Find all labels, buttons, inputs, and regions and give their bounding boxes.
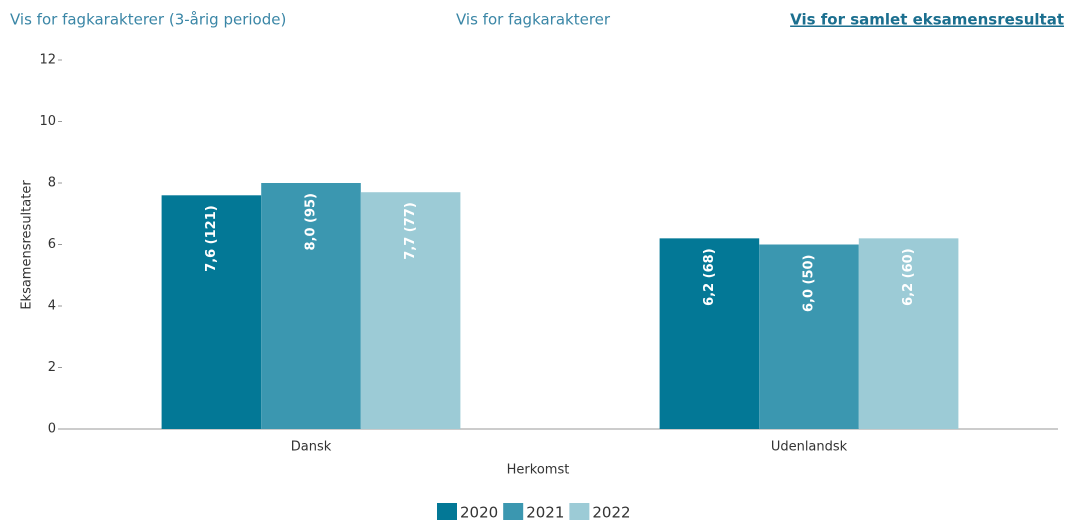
value-label: 8,0 (95) [304, 193, 319, 251]
tab-link[interactable]: Vis for fagkarakterer [456, 11, 611, 29]
value-label: 7,7 (77) [403, 202, 418, 260]
legend-label: 2021 [526, 504, 564, 520]
legend-label: 2022 [592, 504, 630, 520]
y-tick-label: 10 [39, 114, 56, 129]
y-tick-label: 4 [48, 299, 56, 314]
bar [161, 195, 262, 429]
y-tick-label: 6 [48, 237, 56, 252]
tab-link[interactable]: Vis for samlet eksamensresultat [790, 11, 1064, 29]
legend-swatch [569, 503, 590, 520]
value-label: 6,2 (68) [702, 248, 717, 306]
legend-swatch [503, 503, 524, 520]
bar [759, 244, 859, 429]
y-tick-label: 12 [39, 53, 56, 68]
y-tick-label: 2 [48, 360, 56, 375]
value-label: 7,6 (121) [204, 205, 219, 272]
bar [261, 183, 361, 429]
x-tick-label: Dansk [291, 440, 332, 455]
value-label: 6,0 (50) [802, 255, 817, 313]
x-tick-label: Udenlandsk [771, 440, 848, 455]
y-tick-label: 8 [48, 176, 56, 191]
legend-swatch [437, 503, 457, 520]
y-tick-label: 0 [48, 422, 56, 437]
bar [659, 238, 760, 429]
x-axis-label: Herkomst [507, 463, 570, 478]
tab-link[interactable]: Vis for fagkarakterer (3-årig periode) [10, 11, 286, 29]
value-label: 6,2 (60) [901, 248, 916, 306]
y-axis-label: Eksamensresultater [20, 180, 35, 310]
bar [858, 238, 959, 429]
bar [360, 192, 461, 429]
legend-label: 2020 [460, 504, 498, 520]
